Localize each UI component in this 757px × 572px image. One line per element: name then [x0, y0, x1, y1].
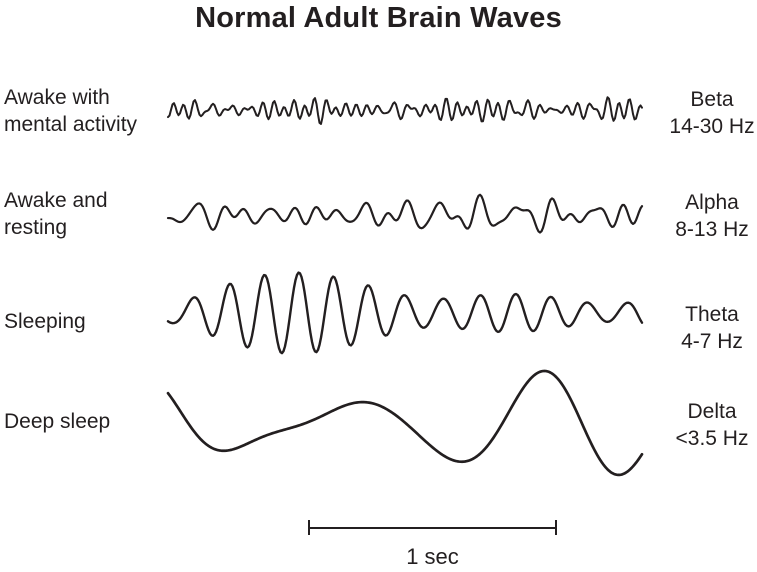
- state-label-delta: Deep sleep: [4, 408, 164, 435]
- band-name: Theta: [685, 303, 739, 326]
- state-label-line: Awake and: [4, 189, 108, 212]
- beta-wave-trace: [167, 96, 643, 125]
- state-label-line: Deep sleep: [4, 410, 111, 433]
- state-label-beta: Awake with mental activity: [4, 84, 164, 138]
- band-frequency-range: 8-13 Hz: [675, 218, 749, 241]
- state-label-line: resting: [4, 216, 68, 239]
- band-label-beta: Beta 14-30 Hz: [662, 86, 757, 140]
- alpha-wave-trace: [166, 193, 644, 234]
- band-name: Alpha: [685, 191, 739, 214]
- band-frequency-range: 4-7 Hz: [681, 330, 743, 353]
- state-label-alpha: Awake and resting: [4, 187, 164, 241]
- state-label-theta: Sleeping: [4, 308, 164, 335]
- band-label-alpha: Alpha 8-13 Hz: [662, 189, 757, 243]
- scale-bar-line: [308, 526, 557, 529]
- band-frequency-range: 14-30 Hz: [669, 115, 755, 138]
- band-frequency-range: <3.5 Hz: [675, 427, 749, 450]
- scale-bar-label: 1 sec: [406, 544, 459, 569]
- theta-wave-trace: [166, 271, 644, 355]
- delta-wave-trace: [166, 369, 644, 477]
- scale-bar-right-tick: [555, 520, 557, 535]
- time-scale-bar: [308, 520, 557, 535]
- diagram-title: Normal Adult Brain Waves: [195, 2, 562, 34]
- band-name: Beta: [690, 88, 734, 111]
- state-label-line: Awake with: [4, 86, 110, 109]
- state-label-line: mental activity: [4, 113, 138, 136]
- band-label-delta: Delta <3.5 Hz: [662, 398, 757, 452]
- band-name: Delta: [687, 400, 737, 423]
- band-label-theta: Theta 4-7 Hz: [662, 301, 757, 355]
- state-label-line: Sleeping: [4, 310, 86, 333]
